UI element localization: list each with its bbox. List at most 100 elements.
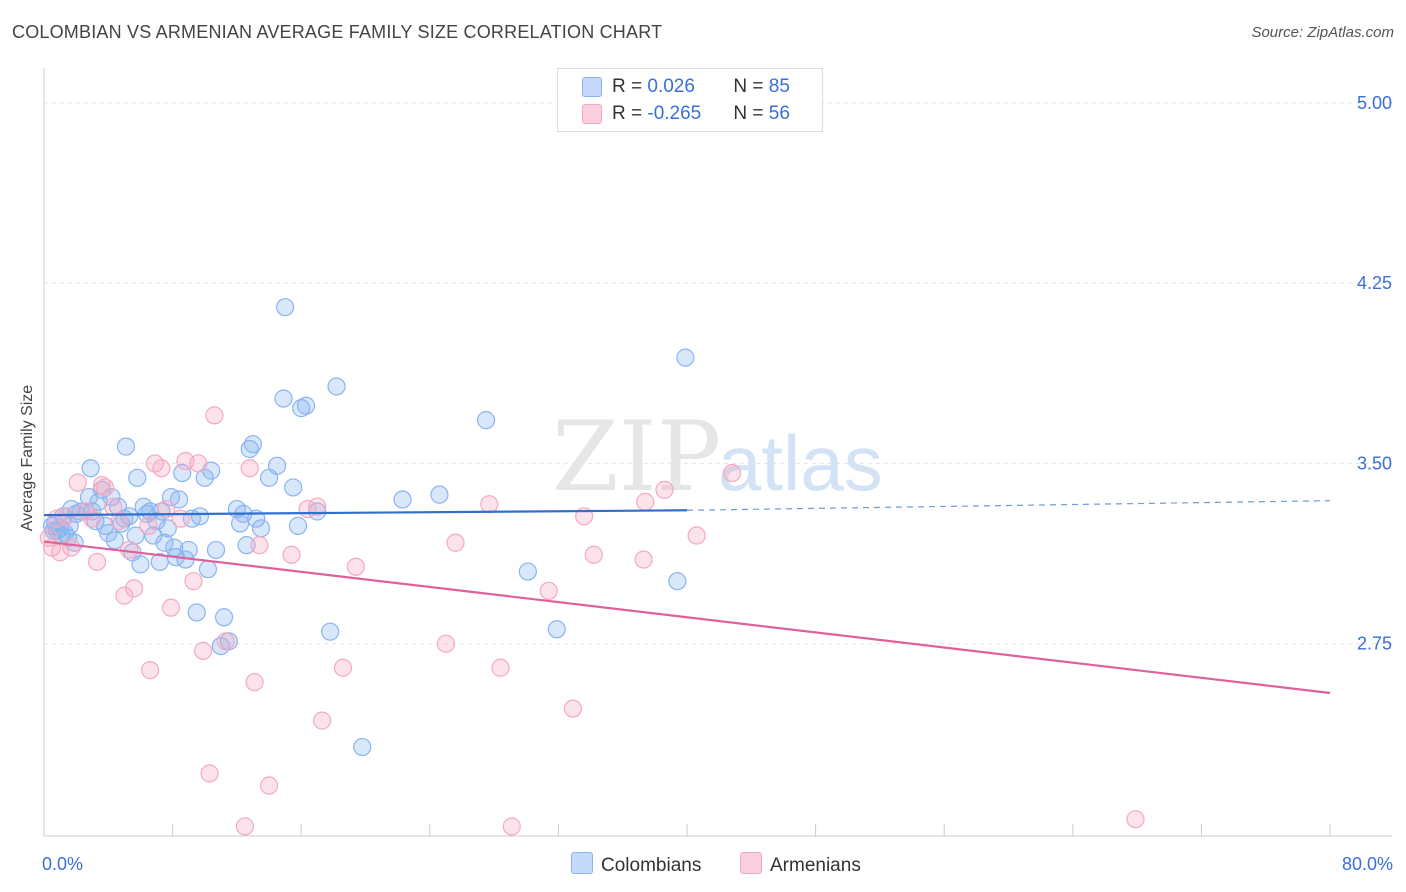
legend-n-label: N = bbox=[733, 103, 769, 124]
colombians-swatch bbox=[571, 852, 593, 874]
colombians-point bbox=[120, 507, 139, 526]
legend-n-label: N = bbox=[733, 76, 769, 97]
armenians-point bbox=[655, 480, 674, 499]
armenians-point bbox=[83, 509, 102, 528]
armenians-point bbox=[87, 552, 107, 572]
gridlines bbox=[44, 102, 1392, 645]
colombians-point bbox=[206, 540, 226, 560]
colombians-point bbox=[237, 536, 256, 555]
tick-labels: 0.0% 80.0% 5.00 4.25 3.50 2.75 bbox=[42, 93, 1393, 874]
armenians-point bbox=[139, 516, 158, 536]
trend-lines bbox=[43, 500, 1331, 695]
colombians-point bbox=[240, 439, 259, 459]
legend-label-armenians: Armenians bbox=[770, 855, 861, 876]
legend-label-colombians: Colombians bbox=[601, 855, 702, 876]
legend-item-colombians[interactable]: Colombians bbox=[571, 852, 701, 877]
watermark: ZIP atlas bbox=[552, 401, 883, 513]
armenians-point bbox=[539, 581, 558, 600]
legend-r-label: R = bbox=[612, 103, 648, 124]
armenians-point bbox=[245, 673, 264, 692]
colombians-point bbox=[284, 478, 303, 497]
armenians-point bbox=[259, 776, 279, 795]
colombians-point bbox=[86, 512, 105, 531]
colombians-trend-line bbox=[43, 509, 688, 517]
armenians-point bbox=[216, 632, 235, 651]
colombians-point bbox=[292, 399, 311, 418]
series-legend: Colombians Armenians bbox=[0, 852, 1406, 876]
armenians-point bbox=[152, 459, 171, 478]
armenians-point bbox=[308, 497, 327, 516]
armenians-point bbox=[68, 473, 87, 492]
colombians-point bbox=[393, 490, 412, 509]
y-tick-label: 5.00 bbox=[1357, 93, 1392, 113]
armenians-point bbox=[346, 557, 365, 576]
legend-row-colombians: R = 0.026 N = 85 bbox=[582, 76, 790, 98]
armenians-point bbox=[687, 526, 706, 545]
colombians-point bbox=[144, 526, 163, 545]
colombians-point bbox=[276, 298, 295, 317]
x-tick-label-min: 0.0% bbox=[42, 854, 83, 874]
colombians-point bbox=[179, 540, 198, 560]
armenians-point bbox=[333, 658, 353, 677]
armenians-point bbox=[124, 579, 144, 598]
armenians-point bbox=[92, 475, 111, 495]
colombians-point bbox=[267, 456, 287, 475]
watermark-atlas: atlas bbox=[718, 419, 883, 507]
armenians-swatch bbox=[740, 852, 762, 874]
armenians-point bbox=[140, 661, 160, 680]
colombians-point bbox=[128, 468, 147, 487]
armenians-point bbox=[282, 545, 301, 564]
colombians-point bbox=[99, 524, 118, 543]
source-note: Source: ZipAtlas.com bbox=[1251, 24, 1394, 41]
colombians-point bbox=[81, 459, 100, 478]
legend-item-armenians[interactable]: Armenians bbox=[740, 852, 861, 877]
armenians-point bbox=[194, 641, 213, 661]
armenians-point bbox=[1126, 810, 1145, 829]
data-points bbox=[39, 298, 1145, 836]
y-tick-label: 2.75 bbox=[1357, 634, 1392, 654]
colombians-point bbox=[353, 737, 372, 757]
armenians-point bbox=[312, 711, 332, 730]
armenians-swatch bbox=[582, 103, 602, 124]
colombians-swatch bbox=[582, 76, 602, 97]
armenians-point bbox=[634, 550, 653, 569]
colombians-point bbox=[676, 348, 695, 367]
colombians-point bbox=[327, 377, 346, 396]
armenians-point bbox=[584, 545, 603, 564]
colombians-point bbox=[321, 622, 340, 641]
armenians-point bbox=[115, 586, 134, 605]
legend-r-value: -0.265 bbox=[647, 103, 702, 124]
colombians-point bbox=[152, 502, 171, 521]
armenians-point bbox=[240, 459, 259, 478]
colombians-point bbox=[214, 608, 234, 627]
x-tick-label-max: 80.0% bbox=[1342, 854, 1393, 874]
colombians-point bbox=[288, 516, 308, 536]
y-tick-label: 3.50 bbox=[1357, 453, 1392, 473]
legend-n-value: 85 bbox=[768, 76, 790, 97]
armenians-point bbox=[722, 463, 742, 483]
colombians-point bbox=[518, 562, 537, 581]
colombians-point bbox=[169, 490, 189, 509]
armenians-point bbox=[184, 572, 203, 591]
colombians-point bbox=[131, 555, 150, 574]
armenians-point bbox=[189, 454, 208, 473]
colombians-point bbox=[243, 435, 263, 454]
colombians-point bbox=[173, 463, 192, 483]
armenians-point bbox=[563, 699, 582, 718]
colombians-point bbox=[198, 560, 218, 579]
axes bbox=[43, 68, 1392, 837]
watermark-zip: ZIP bbox=[552, 401, 721, 513]
correlation-legend: R = 0.026 N = 85 R = -0.265 N = 56 bbox=[557, 68, 823, 132]
colombians-point bbox=[190, 507, 210, 526]
colombians-point bbox=[274, 389, 293, 408]
armenians-trend-line bbox=[43, 540, 1331, 695]
colombians-point bbox=[187, 603, 206, 622]
colombians-point bbox=[105, 531, 124, 550]
legend-row-armenians: R = -0.265 N = 56 bbox=[582, 103, 790, 125]
armenians-point bbox=[446, 533, 465, 552]
armenians-point bbox=[436, 634, 455, 653]
armenians-point bbox=[110, 512, 129, 531]
y-tick-label: 4.25 bbox=[1357, 273, 1392, 293]
colombians-point bbox=[65, 533, 84, 552]
